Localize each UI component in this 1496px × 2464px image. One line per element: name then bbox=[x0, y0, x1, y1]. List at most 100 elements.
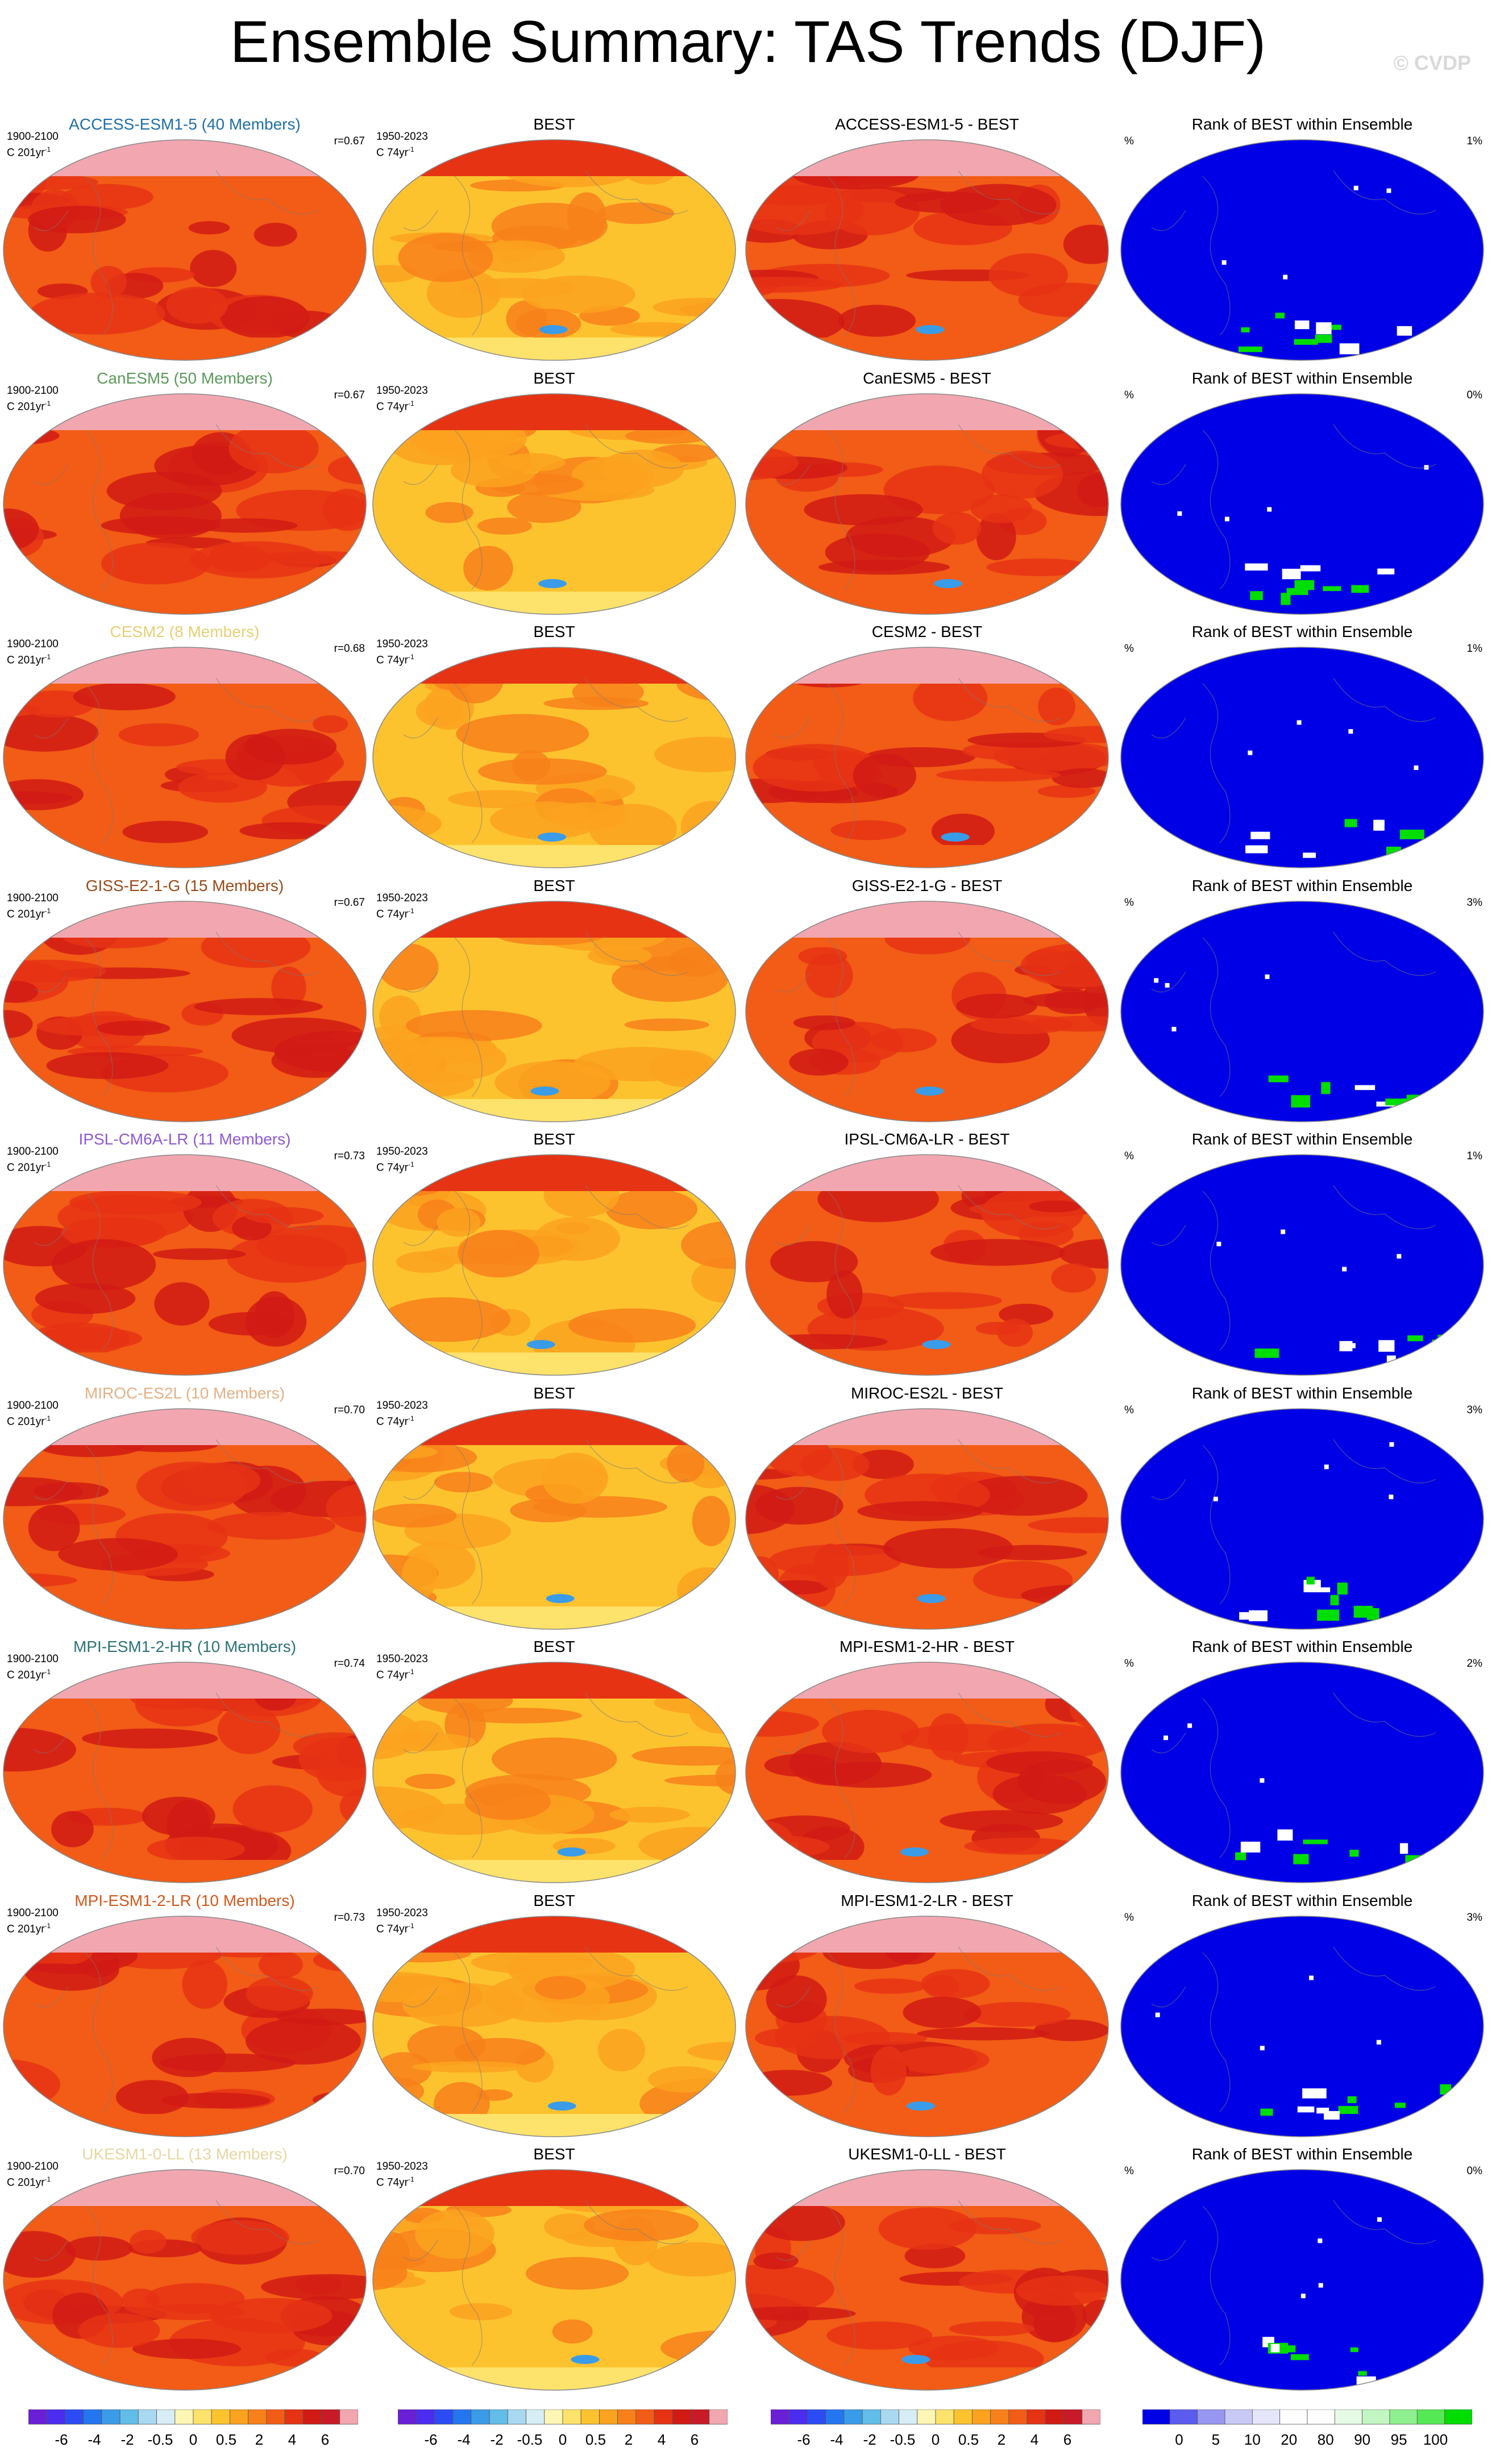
colorbar-swatches bbox=[771, 2409, 1100, 2425]
colorbar-tick-label: 6 bbox=[690, 2431, 699, 2448]
colorbar-swatch bbox=[83, 2409, 102, 2425]
map-model bbox=[3, 1154, 367, 1376]
rank-units: % bbox=[1124, 1404, 1134, 1416]
colorbar-tick-label: 0.5 bbox=[215, 2431, 237, 2448]
panel-diff: CESM2 - BEST bbox=[742, 621, 1112, 875]
colorbar-swatch bbox=[972, 2409, 991, 2425]
colorbar-swatch bbox=[119, 2409, 139, 2425]
rank-units: % bbox=[1124, 643, 1134, 655]
colorbar-swatch bbox=[1082, 2409, 1100, 2425]
colorbar-swatch bbox=[266, 2409, 285, 2425]
panel-title: CanESM5 - BEST bbox=[863, 369, 991, 387]
colorbar-tick-label: 0.5 bbox=[585, 2431, 606, 2448]
colorbar-swatch bbox=[1362, 2409, 1390, 2425]
figure-row-mpi-esm1-2-lr: MPI-ESM1-2-LR (10 Members) 1900-2100 C 201… bbox=[0, 1890, 1496, 2143]
pattern-correlation: r=0.74 bbox=[334, 1658, 365, 1670]
panel-title: IPSL-CM6A-LR - BEST bbox=[844, 1130, 1010, 1148]
colorbar-swatch bbox=[1142, 2409, 1170, 2425]
map-model bbox=[3, 2169, 367, 2391]
colorbar-swatch bbox=[28, 2409, 47, 2425]
pattern-correlation: r=0.70 bbox=[334, 2165, 365, 2177]
colorbar-swatches bbox=[1142, 2409, 1472, 2425]
colorbar-swatch bbox=[788, 2409, 808, 2425]
panel-obs: BEST 1950-2023 C 74yr-1 bbox=[369, 1383, 739, 1636]
panel-title: Rank of BEST within Ensemble bbox=[1191, 1384, 1413, 1402]
map-model bbox=[3, 1408, 367, 1630]
rank-percent: 3% bbox=[1466, 1404, 1482, 1416]
colorbar-swatches bbox=[398, 2409, 728, 2425]
colorbar-swatch bbox=[843, 2409, 863, 2425]
colorbar-tick-label: 80 bbox=[1317, 2431, 1334, 2448]
colorbar-tick-label: -6 bbox=[797, 2431, 811, 2448]
panel-obs: BEST 1950-2023 C 74yr-1 bbox=[369, 114, 739, 367]
colorbar-swatch bbox=[1389, 2409, 1418, 2425]
colorbar-tick-label: 4 bbox=[288, 2431, 297, 2448]
colorbar-swatch bbox=[935, 2409, 954, 2425]
panel-title: CESM2 (8 Members) bbox=[110, 623, 260, 640]
panel-title: MPI-ESM1-2-HR (10 Members) bbox=[73, 1638, 297, 1655]
panel-title: Rank of BEST within Ensemble bbox=[1191, 1891, 1413, 1909]
colorbar-swatch bbox=[1252, 2409, 1281, 2425]
rank-percent: 3% bbox=[1466, 1911, 1482, 1924]
figure-row-cesm2: CESM2 (8 Members) 1900-2100 C 201yr-1 r=0.6… bbox=[0, 621, 1496, 875]
panel-title: BEST bbox=[533, 115, 575, 133]
colorbar-swatch bbox=[471, 2409, 490, 2425]
panel-rank: Rank of BEST within Ensemble% 0% bbox=[1117, 2143, 1487, 2397]
colorbar-tick-label: 0.5 bbox=[958, 2431, 979, 2448]
panel-obs: BEST 1950-2023 C 74yr-1 bbox=[369, 1890, 739, 2143]
colorbar-tick-label: -2 bbox=[863, 2431, 876, 2448]
period-units-label: 1950-2023 C 74yr-1 bbox=[376, 131, 428, 159]
map-obs bbox=[372, 2169, 736, 2391]
panel-model: CESM2 (8 Members) 1900-2100 C 201yr-1 r=0.6… bbox=[0, 621, 369, 875]
colorbar-swatch bbox=[917, 2409, 936, 2425]
colorbar-swatch bbox=[46, 2409, 65, 2425]
colorbar-tick-label: 4 bbox=[1030, 2431, 1039, 2448]
period-units-label: 1950-2023 C 74yr-1 bbox=[376, 2161, 428, 2189]
panel-title: IPSL-CM6A-LR (11 Members) bbox=[78, 1130, 291, 1148]
panel-title: BEST bbox=[533, 369, 575, 387]
colorbar-swatch bbox=[302, 2409, 322, 2425]
panel-diff: CanESM5 - BEST bbox=[742, 368, 1112, 621]
map-rank bbox=[1120, 393, 1484, 615]
colorbar-tick-label: 2 bbox=[255, 2431, 264, 2448]
pattern-correlation: r=0.70 bbox=[334, 1404, 365, 1416]
panel-title: ACCESS-ESM1-5 - BEST bbox=[835, 115, 1019, 133]
panel-title: BEST bbox=[533, 623, 575, 640]
rank-percent: 1% bbox=[1466, 135, 1482, 147]
colorbar-rank: 0 5 10 20 80 90 95 100 bbox=[1142, 2409, 1472, 2449]
colorbar-swatch bbox=[156, 2409, 176, 2425]
rank-units: % bbox=[1124, 1911, 1134, 1924]
panel-title: Rank of BEST within Ensemble bbox=[1191, 1130, 1413, 1148]
panel-title: Rank of BEST within Ensemble bbox=[1191, 2145, 1413, 2163]
panel-obs: BEST 1950-2023 C 74yr-1 bbox=[369, 1129, 739, 1382]
figure-row-canesm5: CanESM5 (50 Members) 1900-2100 C 201yr-1 r=… bbox=[0, 368, 1496, 621]
period-units-label: 1900-2100 C 201yr-1 bbox=[7, 1653, 59, 1681]
colorbar-swatch bbox=[321, 2409, 340, 2425]
period-units-label: 1950-2023 C 74yr-1 bbox=[376, 1907, 428, 1935]
colorbar-swatch bbox=[1063, 2409, 1083, 2425]
colorbar-tick-label: 2 bbox=[997, 2431, 1006, 2448]
pattern-correlation: r=0.73 bbox=[334, 1150, 365, 1162]
map-rank bbox=[1120, 139, 1484, 361]
map-model bbox=[3, 393, 367, 615]
panel-title: MPI-ESM1-2-HR - BEST bbox=[839, 1638, 1015, 1655]
period-units-label: 1900-2100 C 201yr-1 bbox=[7, 1399, 59, 1427]
period-units-label: 1900-2100 C 201yr-1 bbox=[7, 384, 59, 413]
panel-title: MPI-ESM1-2-LR (10 Members) bbox=[74, 1891, 295, 1909]
period-units-label: 1950-2023 C 74yr-1 bbox=[376, 1146, 428, 1174]
panel-obs: BEST 1950-2023 C 74yr-1 bbox=[369, 621, 739, 875]
panel-title: BEST bbox=[533, 876, 575, 894]
rank-percent: 0% bbox=[1466, 2165, 1482, 2177]
colorbar-swatch bbox=[211, 2409, 230, 2425]
panel-rank: Rank of BEST within Ensemble% 1% bbox=[1117, 621, 1487, 875]
colorbar-swatch bbox=[599, 2409, 618, 2425]
panel-diff: ACCESS-ESM1-5 - BEST bbox=[742, 114, 1112, 367]
period-units-label: 1950-2023 C 74yr-1 bbox=[376, 384, 428, 413]
panel-diff: MIROC-ES2L - BEST bbox=[742, 1383, 1112, 1636]
colorbar-tick-label: 6 bbox=[1063, 2431, 1072, 2448]
colorbar-tick-label: 4 bbox=[657, 2431, 666, 2448]
rank-units: % bbox=[1124, 1658, 1134, 1670]
colorbar-tick-label: 10 bbox=[1244, 2431, 1261, 2448]
panel-title: Rank of BEST within Ensemble bbox=[1191, 369, 1413, 387]
panel-title: Rank of BEST within Ensemble bbox=[1191, 1638, 1413, 1655]
